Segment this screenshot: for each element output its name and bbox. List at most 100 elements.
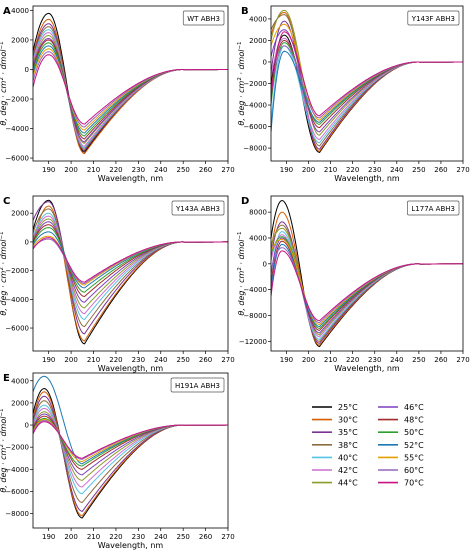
x-tick-label: 250 [176,356,189,364]
x-tick-label: 200 [64,166,77,174]
plot-frame [32,5,229,162]
x-tick-label: 200 [64,356,77,364]
y-tick-label: −4000 [5,296,29,304]
series-line-25c [33,12,228,153]
y-axis-sq: 2 [0,444,5,448]
y-tick-label: 0 [263,260,267,268]
y-axis-title: θ, deg · cm2 · dmol−1 [0,408,8,492]
legend-item: 42°C [312,466,358,475]
series-line-70c [271,250,463,322]
y-axis-mid: · dmol [0,416,8,444]
series-line-48c [33,224,228,298]
panel-name: L177A ABH3 [411,205,455,213]
panel-letter-b: B [241,6,249,17]
y-axis-sq: 2 [237,267,243,271]
panel-name: H191A ABH3 [175,382,220,390]
y-tick-label: 2000 [11,36,29,44]
panel-name-box: H191A ABH3 [170,377,225,393]
x-tick-label: 270 [221,166,234,174]
x-tick-label: 270 [221,533,234,541]
y-tick-label: −4000 [243,102,267,110]
series-line-70c [33,54,228,125]
panel-name: WT ABH3 [187,15,220,23]
y-tick-label: 2000 [249,37,267,45]
x-tick-label: 260 [199,166,212,174]
x-tick-label: 250 [412,166,425,174]
legend-item: 30°C [312,416,358,425]
legend-label: 46°C [404,403,424,412]
x-tick-label: 200 [302,166,315,174]
y-tick-label: 4000 [249,234,267,242]
y-axis-inv: −1 [0,408,5,416]
y-axis-theta: θ, [237,116,246,126]
series-group [33,12,228,155]
y-tick-label: −4000 [5,466,29,474]
x-axis-title: Wavelength, nm [98,174,164,183]
plot-frame [32,195,229,352]
legend-item: 60°C [378,466,424,475]
y-axis-mid: · dmol [237,49,246,77]
series-line-70c [271,31,463,117]
legend-item: 25°C [312,403,358,412]
x-tick-label: 190 [280,356,293,364]
legend-label: 70°C [404,479,424,488]
y-tick-label: −2000 [5,96,29,104]
y-tick-label: −12000 [239,338,267,346]
x-tick-label: 190 [42,166,55,174]
y-axis-theta: θ, [237,306,246,316]
legend-label: 40°C [338,453,358,462]
y-tick-label: −6000 [5,155,29,163]
x-tick-label: 250 [176,533,189,541]
legend-label: 38°C [338,441,358,450]
x-tick-label: 230 [132,166,145,174]
panel-letter-e: E [3,373,10,384]
y-tick-label: −6000 [5,488,29,496]
x-tick-label: 220 [109,166,122,174]
x-tick-label: 270 [221,356,234,364]
legend-label: 44°C [338,479,358,488]
y-tick-label: 0 [25,422,29,430]
legend-label: 48°C [404,416,424,425]
y-axis-unit: deg · cm [237,80,246,115]
x-tick-label: 240 [154,533,167,541]
legend-label: 42°C [338,466,358,475]
y-tick-label: 0 [25,66,29,74]
y-axis-unit: deg · cm [237,270,246,305]
legend-label: 52°C [404,441,424,450]
legend-label: 50°C [404,428,424,437]
y-axis-theta: θ, [0,306,8,316]
x-tick-label: 220 [346,356,359,364]
y-tick-label: 4000 [11,7,29,15]
panel-name-frame [407,10,460,26]
y-tick-label: −8000 [243,312,267,320]
x-tick-label: 230 [368,356,381,364]
panel-name-frame [407,200,460,216]
y-axis-inv: −1 [0,231,5,239]
y-tick-label: −2000 [5,267,29,275]
panel-name-frame [182,10,225,26]
x-tick-label: 220 [109,533,122,541]
y-tick-label: −8000 [5,510,29,518]
x-tick-label: 210 [87,356,100,364]
legend-item: 38°C [312,441,358,450]
legend-item: 40°C [312,453,358,462]
chart-panel-d: D 190 200 210 220 230 240 250 260 270 −12000 −8000 −… [237,195,470,373]
y-axis-mid: · dmol [0,239,8,267]
y-tick-label: −8000 [243,145,267,153]
y-tick-label: −6000 [5,325,29,333]
y-axis-unit: deg · cm [0,80,8,115]
x-tick-label: 200 [64,533,77,541]
legend-label: 55°C [404,453,424,462]
x-tick-label: 210 [324,356,337,364]
legend-item: 48°C [378,416,424,425]
y-axis-mid: · dmol [0,49,8,77]
x-tick-label: 270 [456,356,469,364]
plot-frame [270,195,464,352]
panel-name-box: WT ABH3 [182,10,225,26]
series-group [33,375,228,519]
panel-name: Y143F ABH3 [411,15,455,23]
series-group [271,199,463,348]
plot-frame [32,372,229,529]
y-axis-mid: · dmol [237,239,246,267]
